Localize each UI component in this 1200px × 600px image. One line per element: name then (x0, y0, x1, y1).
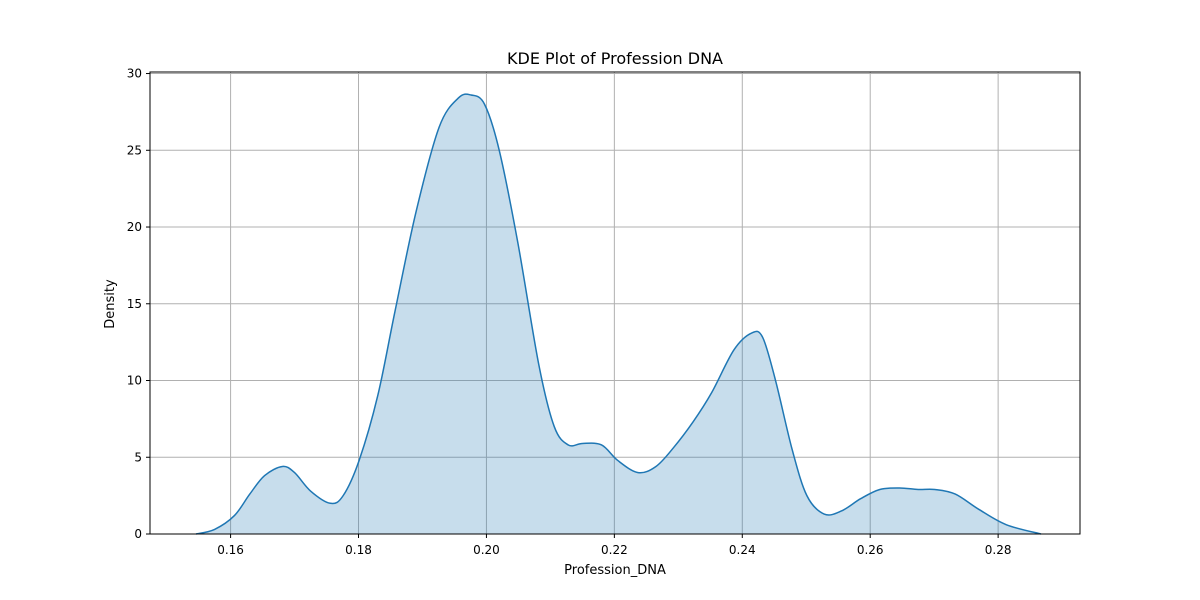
y-axis-ticks: 0 5 10 15 20 25 30 (127, 67, 150, 541)
y-tick-label: 30 (127, 67, 142, 81)
x-tick-label: 0.18 (345, 543, 372, 557)
y-axis-label: Density (103, 279, 118, 329)
y-tick-label: 5 (134, 450, 142, 464)
x-tick-label: 0.20 (473, 543, 500, 557)
x-axis-label: Profession_DNA (564, 563, 666, 578)
x-tick-label: 0.24 (729, 543, 756, 557)
kde-line (195, 93, 1042, 535)
x-tick-label: 0.28 (985, 543, 1012, 557)
x-tick-label: 0.16 (217, 543, 244, 557)
y-tick-label: 20 (127, 220, 142, 234)
y-tick-label: 0 (134, 527, 142, 541)
kde-fill-area (196, 94, 1041, 535)
x-axis-ticks: 0.16 0.18 0.20 0.22 0.24 0.26 0.28 (217, 534, 1011, 557)
y-tick-label: 10 (127, 374, 142, 388)
x-tick-label: 0.26 (857, 543, 884, 557)
x-tick-label: 0.22 (601, 543, 628, 557)
chart-title: KDE Plot of Profession DNA (507, 49, 723, 68)
plot-frame (149, 71, 1081, 535)
y-tick-label: 15 (127, 297, 142, 311)
y-tick-label: 25 (127, 143, 142, 157)
